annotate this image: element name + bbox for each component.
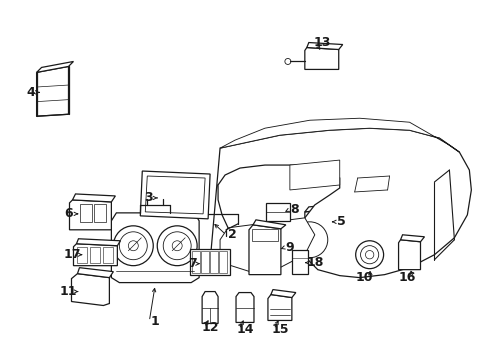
- Polygon shape: [71, 274, 109, 306]
- Bar: [190, 249, 229, 275]
- Polygon shape: [270, 289, 295, 298]
- Text: 2: 2: [227, 228, 236, 241]
- Text: 5: 5: [337, 215, 346, 228]
- Polygon shape: [304, 209, 334, 233]
- Text: 16: 16: [398, 271, 415, 284]
- Bar: [77, 247, 87, 263]
- Polygon shape: [77, 268, 113, 278]
- Polygon shape: [252, 220, 285, 229]
- Polygon shape: [304, 204, 339, 212]
- Text: 3: 3: [143, 192, 152, 204]
- Polygon shape: [236, 293, 253, 323]
- Text: 1: 1: [151, 315, 159, 328]
- Polygon shape: [398, 240, 420, 270]
- Text: 17: 17: [63, 248, 81, 261]
- Polygon shape: [111, 213, 199, 283]
- Bar: [94, 204, 106, 222]
- Bar: [192, 251, 200, 273]
- Polygon shape: [267, 294, 291, 320]
- Polygon shape: [72, 194, 115, 202]
- Bar: [219, 251, 226, 273]
- Polygon shape: [220, 218, 314, 272]
- Polygon shape: [76, 239, 120, 246]
- Text: 12: 12: [201, 321, 219, 334]
- Bar: [265, 203, 289, 221]
- Text: 6: 6: [64, 207, 73, 220]
- Polygon shape: [220, 118, 458, 152]
- Polygon shape: [37, 62, 73, 72]
- Polygon shape: [400, 235, 424, 242]
- Bar: [251, 229, 277, 241]
- Text: 10: 10: [355, 271, 373, 284]
- Polygon shape: [73, 244, 117, 266]
- Polygon shape: [289, 160, 339, 190]
- Polygon shape: [69, 200, 111, 230]
- Bar: [210, 251, 218, 273]
- Text: 11: 11: [60, 285, 77, 298]
- Text: 8: 8: [290, 203, 299, 216]
- Polygon shape: [140, 171, 210, 219]
- Text: 9: 9: [285, 241, 294, 254]
- Bar: [90, 247, 100, 263]
- Polygon shape: [145, 176, 204, 214]
- Text: 4: 4: [26, 86, 35, 99]
- Polygon shape: [202, 292, 218, 323]
- Text: 18: 18: [305, 256, 323, 269]
- Text: 13: 13: [312, 36, 330, 49]
- Polygon shape: [210, 128, 470, 278]
- Bar: [103, 247, 113, 263]
- Polygon shape: [248, 225, 280, 275]
- Text: 14: 14: [236, 323, 253, 336]
- Polygon shape: [306, 42, 342, 50]
- Bar: [291, 250, 307, 274]
- Bar: [201, 251, 209, 273]
- Bar: [81, 204, 92, 222]
- Text: 7: 7: [187, 257, 196, 270]
- Polygon shape: [37, 67, 68, 116]
- Polygon shape: [304, 48, 338, 69]
- Text: 15: 15: [270, 323, 288, 336]
